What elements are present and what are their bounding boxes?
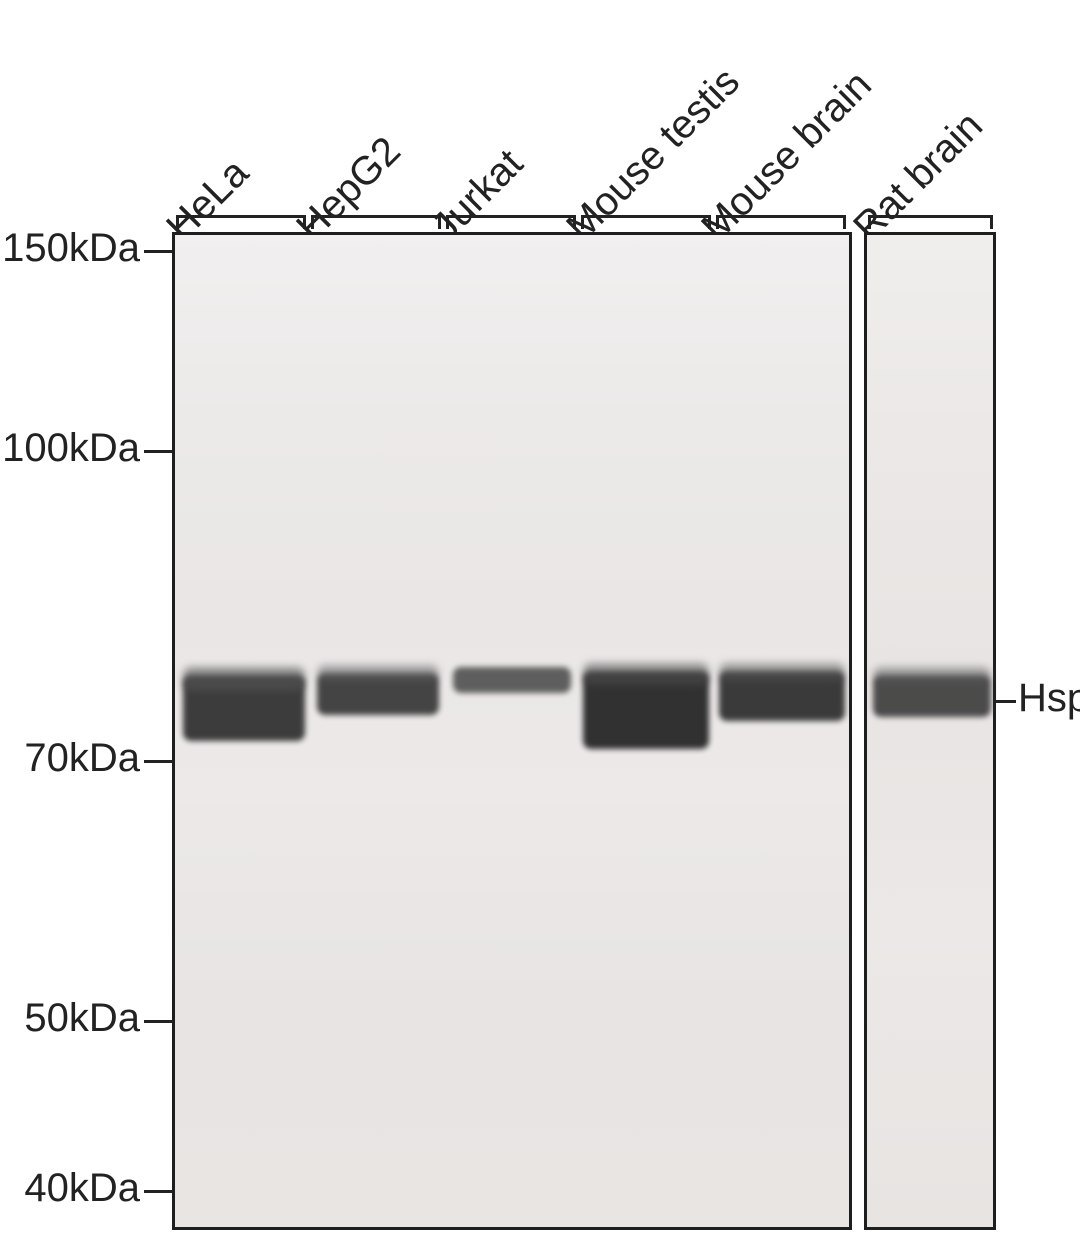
lane-bracket-4: [716, 215, 846, 229]
mw-tick-1: [144, 450, 172, 453]
lane-bracket-0: [176, 215, 306, 229]
mw-label-1: 100kDa: [2, 426, 140, 471]
lane-bracket-5: [868, 215, 993, 229]
lane-bracket-3: [581, 215, 711, 229]
mw-tick-3: [144, 1020, 172, 1023]
mw-label-4: 40kDa: [24, 1166, 140, 1211]
band-4: [453, 667, 571, 693]
band-3: [317, 665, 439, 681]
band-6: [583, 663, 709, 685]
western-blot-figure: HeLaHepG2JurkatMouse testisMouse brainRa…: [0, 0, 1080, 1244]
blot-bg-1: [867, 235, 993, 1227]
protein-label: Hsp70: [1018, 676, 1080, 721]
band-10: [873, 667, 991, 683]
band-1: [183, 667, 305, 691]
mw-label-3: 50kDa: [24, 996, 140, 1041]
protein-tick: [996, 700, 1016, 703]
blot-panel-0: [172, 232, 852, 1230]
band-8: [719, 663, 845, 681]
lane-bracket-2: [446, 215, 576, 229]
blot-panel-1: [864, 232, 996, 1230]
mw-tick-4: [144, 1190, 172, 1193]
protein-name-text: Hsp70: [1018, 676, 1080, 720]
mw-tick-2: [144, 760, 172, 763]
lane-bracket-1: [311, 215, 441, 229]
mw-tick-0: [144, 250, 172, 253]
mw-label-2: 70kDa: [24, 736, 140, 781]
mw-label-0: 150kDa: [2, 226, 140, 271]
